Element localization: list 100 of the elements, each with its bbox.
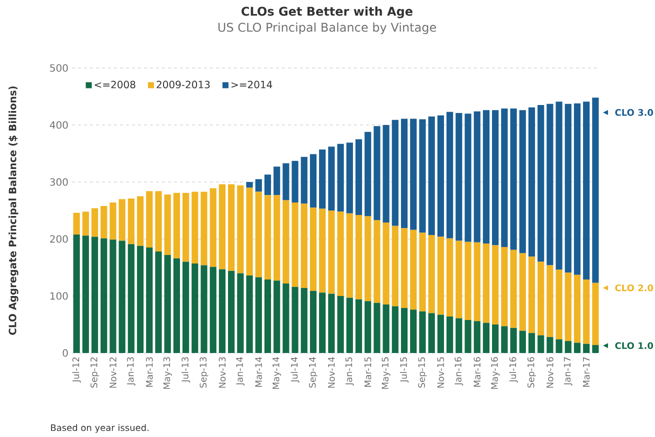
bar (464, 320, 472, 353)
bar (556, 102, 562, 270)
x-tick-label: Mar-16 (474, 357, 481, 387)
bar (319, 292, 326, 353)
bar (155, 191, 162, 252)
x-tick-label: May-16 (491, 357, 500, 389)
x-tick-label: Jan-15 (345, 357, 354, 386)
bar (492, 324, 499, 353)
bar (437, 314, 444, 353)
bar (446, 112, 454, 238)
bar (546, 104, 554, 266)
legend-label: >=2014 (232, 80, 272, 88)
bar (110, 240, 116, 353)
bar (564, 341, 572, 353)
x-tick-label: Mar-14 (255, 357, 262, 387)
bar (538, 335, 544, 353)
bar (237, 185, 244, 274)
bar (182, 262, 190, 353)
x-tick-label: Sep-13 (200, 357, 208, 388)
bar (574, 103, 581, 275)
bar (136, 246, 144, 353)
bar (364, 132, 372, 216)
bar (528, 256, 536, 334)
y-tick-label: 100 (50, 292, 68, 300)
y-tick-label: 500 (50, 64, 68, 72)
y-axis-title: CLO Aggregate Principal Balance ($ Billions) (8, 86, 18, 335)
bar (564, 272, 572, 342)
bar (419, 119, 426, 233)
x-tick-label: Jul-16 (509, 357, 518, 383)
bar (382, 222, 390, 305)
bar (118, 199, 126, 241)
bar (246, 275, 253, 353)
bar (91, 236, 98, 353)
bar (210, 188, 216, 267)
bar (228, 184, 235, 271)
bar (82, 212, 89, 236)
bar (428, 116, 435, 236)
x-tick-label: Nov-12 (110, 357, 116, 388)
bar (510, 250, 517, 328)
bar (274, 280, 280, 353)
bar (346, 298, 353, 353)
x-tick-label: May-15 (382, 357, 390, 389)
bar (282, 163, 290, 200)
bar (482, 110, 490, 244)
bar (374, 220, 380, 303)
bar (510, 108, 517, 250)
bar (128, 244, 134, 353)
x-tick-label: May-13 (163, 357, 172, 389)
bar (492, 245, 499, 324)
bar (337, 144, 344, 212)
bar (128, 198, 134, 244)
x-tick-label: Nov-16 (546, 357, 554, 388)
bar (519, 253, 526, 331)
chart-title: CLOs Get Better with Age (242, 6, 412, 18)
y-tick-label: 400 (50, 121, 68, 129)
bar (456, 240, 462, 318)
x-tick-label: Jan-14 (236, 357, 245, 386)
bar (328, 294, 335, 353)
text: CLO 3.0 (615, 109, 654, 116)
bar (482, 244, 490, 323)
x-tick-label: Mar-17 (583, 357, 590, 387)
bar (292, 160, 298, 203)
bar (501, 108, 508, 247)
bar (292, 202, 298, 287)
bar (528, 333, 536, 353)
bar (328, 146, 335, 210)
legend-label: <=2008 (94, 80, 136, 88)
bar (392, 226, 398, 306)
bar (482, 322, 490, 353)
bar (246, 182, 253, 188)
bar (300, 156, 308, 204)
bar (364, 301, 372, 353)
bar (164, 254, 171, 353)
x-tick-label: Nov-14 (328, 357, 335, 388)
x-tick-label: Mar-13 (146, 357, 153, 387)
bar (310, 208, 317, 291)
bar (456, 113, 462, 241)
bar (355, 215, 362, 300)
bar (282, 200, 290, 284)
x-tick-label: Jan-16 (454, 357, 464, 386)
bar (292, 286, 298, 353)
x-tick-label: Jul-15 (400, 357, 409, 383)
x-tick-label: Sep-14 (308, 357, 318, 388)
bar (592, 98, 599, 283)
bar (300, 204, 308, 288)
bar (310, 290, 317, 353)
text: CLO 2.0 (615, 284, 654, 292)
bar (319, 208, 326, 293)
y-tick-label: 200 (50, 235, 68, 243)
y-tick-label: 300 (50, 178, 68, 186)
x-tick-label: Jul-14 (290, 357, 300, 383)
bar (546, 265, 554, 338)
bar (91, 208, 98, 237)
bar (428, 313, 435, 353)
bar (228, 270, 235, 353)
bar (519, 330, 526, 353)
bar (337, 212, 344, 296)
bar (355, 139, 362, 216)
chart-subtitle: US CLO Principal Balance by Vintage (218, 22, 436, 34)
y-tick-label: 0 (62, 349, 68, 357)
